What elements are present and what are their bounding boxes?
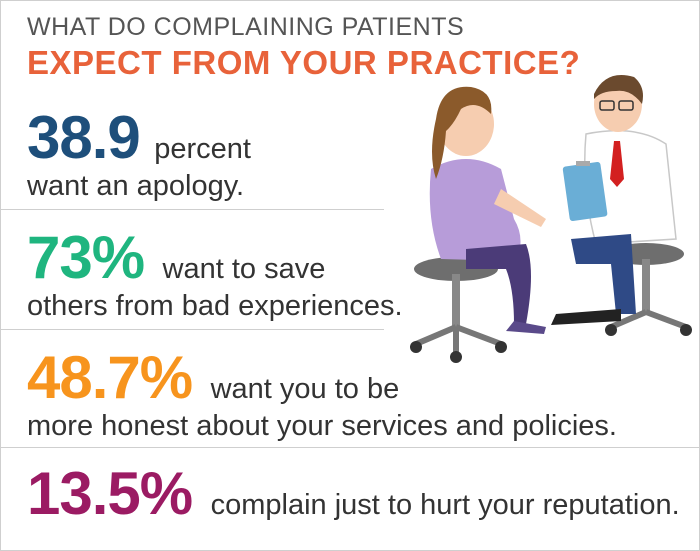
divider — [1, 329, 384, 330]
stat-text-line2: more honest about your services and poli… — [27, 410, 617, 442]
stat-text-line2: want an apology. — [27, 170, 245, 202]
stat-apology: 38.9 percent want an apology. — [27, 103, 251, 203]
doctor-figure-icon — [551, 75, 677, 325]
stat-value: 73% — [27, 224, 145, 291]
header-line-2: EXPECT FROM YOUR PRACTICE? — [27, 44, 581, 81]
divider — [1, 447, 699, 448]
stat-value: 38.9 — [27, 104, 141, 171]
header-line-1: WHAT DO COMPLAINING PATIENTS — [27, 13, 465, 41]
stat-hurt-reputation: 13.5% complain just to hurt your reputat… — [27, 459, 680, 528]
doctor-patient-consultation-illustration — [410, 75, 692, 363]
divider — [1, 209, 384, 210]
stat-inline-text: want to save — [162, 253, 326, 285]
stat-text-line2: others from bad experiences. — [27, 290, 403, 322]
stat-value: 13.5% — [27, 460, 193, 527]
patient-stool-icon — [410, 257, 507, 363]
stat-inline-text: want you to be — [210, 373, 400, 405]
stat-inline-text: complain just to hurt your reputation. — [210, 489, 680, 521]
stat-honesty: 48.7% want you to be more honest about y… — [27, 343, 617, 443]
stat-inline-text: percent — [154, 133, 251, 165]
patient-figure-icon — [429, 86, 546, 334]
stat-save-others: 73% want to save others from bad experie… — [27, 223, 403, 323]
stat-value: 48.7% — [27, 344, 193, 411]
